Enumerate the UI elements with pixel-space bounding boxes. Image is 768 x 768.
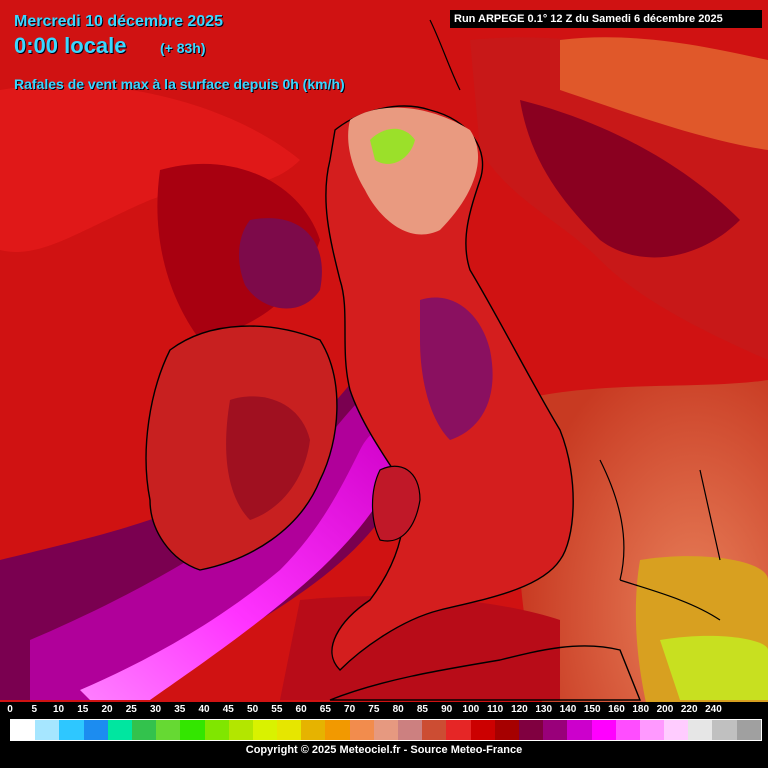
forecast-lead-time: (+ 83h) bbox=[160, 40, 206, 56]
legend-swatch bbox=[107, 720, 132, 740]
legend-swatch bbox=[301, 720, 326, 740]
legend-tick-label: 35 bbox=[174, 704, 186, 715]
legend-tick-label: 15 bbox=[77, 704, 89, 715]
legend-swatch bbox=[615, 720, 640, 740]
variable-title: Rafales de vent max à la surface depuis … bbox=[14, 76, 345, 92]
benelux-borders bbox=[599, 459, 721, 621]
storm-core bbox=[80, 426, 400, 700]
legend-tick-label: 5 bbox=[31, 704, 38, 715]
legend-swatch bbox=[494, 720, 519, 740]
legend-swatch bbox=[712, 720, 737, 740]
legend-swatch bbox=[131, 720, 157, 740]
legend-tick-label: 85 bbox=[416, 704, 428, 715]
legend-tick-label: 55 bbox=[271, 704, 283, 715]
legend-tick-label: 130 bbox=[535, 704, 553, 715]
legend-swatch bbox=[373, 720, 398, 740]
legend-swatch bbox=[518, 720, 544, 740]
legend-tick-label: 45 bbox=[222, 704, 234, 715]
legend-swatch bbox=[543, 720, 568, 740]
legend-tick-label: 180 bbox=[632, 704, 650, 715]
legend-swatch bbox=[11, 720, 36, 740]
legend-color-bar bbox=[10, 719, 762, 741]
legend-swatch bbox=[639, 720, 665, 740]
legend-swatch bbox=[180, 720, 205, 740]
legend-tick-label: 65 bbox=[319, 704, 331, 715]
legend-swatch bbox=[688, 720, 713, 740]
legend-tick-label: 90 bbox=[441, 704, 453, 715]
legend-swatch bbox=[398, 720, 423, 740]
legend-tick-label: 100 bbox=[462, 704, 480, 715]
legend-swatch bbox=[59, 720, 84, 740]
wales bbox=[371, 465, 421, 542]
run-info: Run ARPEGE 0.1° 12 Z du Samedi 6 décembr… bbox=[450, 10, 762, 28]
highlands-green bbox=[370, 128, 415, 164]
legend-tick-label: 60 bbox=[295, 704, 307, 715]
legend-tick-label: 25 bbox=[125, 704, 137, 715]
lime-zone-se bbox=[660, 635, 768, 700]
forecast-time: 0:00 locale bbox=[14, 33, 127, 58]
legend-tick-label: 20 bbox=[101, 704, 113, 715]
legend-swatch bbox=[156, 720, 181, 740]
purple-patch-hebrides bbox=[238, 218, 322, 309]
norway-coast bbox=[429, 19, 461, 91]
legend-tick-label: 220 bbox=[680, 704, 698, 715]
legend-tick-label: 150 bbox=[583, 704, 601, 715]
legend-tick-label: 70 bbox=[344, 704, 356, 715]
legend-tick-label: 30 bbox=[149, 704, 162, 715]
legend-swatch bbox=[277, 720, 302, 740]
legend-tick-label: 10 bbox=[52, 704, 65, 715]
legend-tick-label: 240 bbox=[705, 704, 722, 715]
legend-swatch bbox=[736, 720, 761, 740]
legend-tick-label: 0 bbox=[7, 704, 13, 715]
legend-tick-label: 50 bbox=[247, 704, 259, 715]
copyright: Copyright © 2025 Meteociel.fr - Source M… bbox=[245, 744, 523, 756]
legend-tick-label: 160 bbox=[608, 704, 625, 715]
legend-swatch bbox=[446, 720, 471, 740]
legend-tick-label: 120 bbox=[511, 704, 528, 715]
legend-swatch bbox=[252, 720, 278, 740]
france-coast bbox=[329, 645, 642, 701]
legend-tick-label: 140 bbox=[559, 704, 577, 715]
legend-swatch bbox=[664, 720, 689, 740]
legend-swatch bbox=[35, 720, 60, 740]
ireland-dark-interior bbox=[226, 396, 310, 520]
legend-swatch bbox=[470, 720, 495, 740]
legend-tick-label: 40 bbox=[198, 704, 210, 715]
forecast-date: Mercredi 10 décembre 2025 bbox=[14, 13, 224, 30]
legend-swatch bbox=[349, 720, 374, 740]
north-sea-dark-zone bbox=[520, 100, 740, 258]
north-atlantic-zone bbox=[0, 84, 300, 252]
legend-ticks: 0 5 10 15 20 25 30 35 40 45 50 55 60 65 70 75 80 85 90 100 1… bbox=[0, 704, 768, 718]
legend-swatch bbox=[83, 720, 108, 740]
legend-swatch bbox=[325, 720, 350, 740]
legend-swatch bbox=[204, 720, 229, 740]
legend-tick-label: 200 bbox=[656, 704, 674, 715]
legend-tick-label: 80 bbox=[392, 704, 404, 715]
legend-tick-label: 110 bbox=[487, 704, 504, 715]
orange-patch-ne bbox=[560, 37, 768, 150]
legend-swatch bbox=[591, 720, 616, 740]
legend-tick-label: 75 bbox=[368, 704, 380, 715]
england-purple-band bbox=[420, 297, 493, 440]
legend-swatch bbox=[567, 720, 592, 740]
legend-swatch bbox=[228, 720, 253, 740]
legend-swatch bbox=[422, 720, 447, 740]
